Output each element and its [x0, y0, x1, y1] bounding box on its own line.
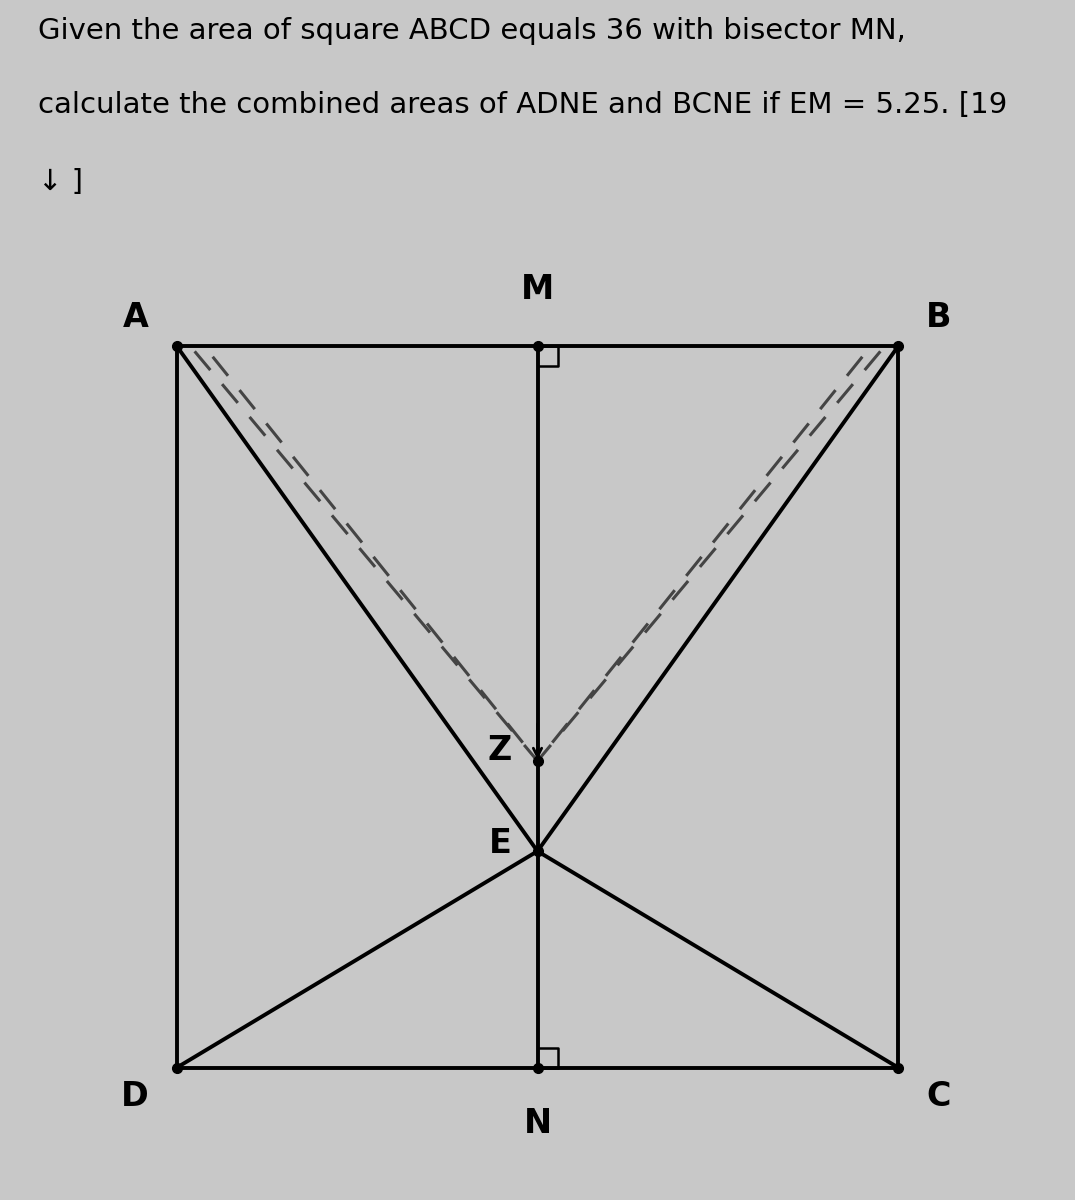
Text: N: N — [524, 1108, 551, 1140]
Text: D: D — [121, 1080, 148, 1112]
Text: E: E — [489, 828, 512, 860]
Text: B: B — [927, 301, 951, 334]
Text: A: A — [123, 301, 148, 334]
Text: M: M — [521, 274, 554, 306]
Text: Given the area of square ABCD equals 36 with bisector MN,: Given the area of square ABCD equals 36 … — [38, 17, 905, 46]
Text: calculate the combined areas of ADNE and BCNE if EM = 5.25. [19: calculate the combined areas of ADNE and… — [38, 91, 1007, 119]
Text: Z: Z — [488, 733, 512, 767]
Text: ↓ ]: ↓ ] — [38, 168, 83, 197]
Text: C: C — [927, 1080, 950, 1112]
